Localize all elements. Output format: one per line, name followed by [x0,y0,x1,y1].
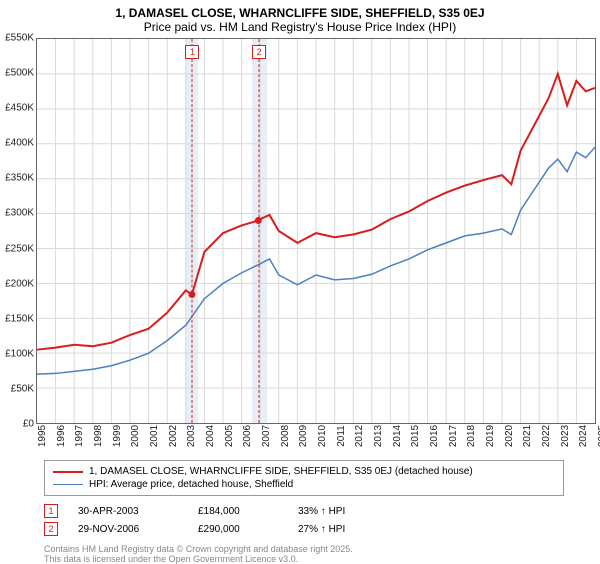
sales-list: 1 30-APR-2003 £184,000 33% ↑ HPI 2 29-NO… [44,502,600,538]
sale-marker-line [192,39,193,423]
sale-price: £290,000 [198,524,278,535]
x-tick-label: 2018 [466,425,477,447]
y-tick-label: £100K [0,348,34,359]
x-tick-label: 1996 [56,425,67,447]
y-axis: £0£50K£100K£150K£200K£250K£300K£350K£400… [0,38,36,424]
chart-subtitle: Price paid vs. HM Land Registry's House … [0,20,600,38]
sale-delta: 27% ↑ HPI [298,524,345,535]
x-tick-label: 2002 [168,425,179,447]
x-tick-label: 2003 [186,425,197,447]
x-tick-label: 2011 [336,425,347,447]
x-tick-label: 2013 [373,425,384,447]
sale-date: 30-APR-2003 [78,506,178,517]
legend-label: 1, DAMASEL CLOSE, WHARNCLIFFE SIDE, SHEF… [89,466,473,477]
sale-row: 1 30-APR-2003 £184,000 33% ↑ HPI [44,502,600,520]
y-tick-label: £500K [0,68,34,79]
x-tick-label: 2012 [354,425,365,447]
sale-date: 29-NOV-2006 [78,524,178,535]
sale-price: £184,000 [198,506,278,517]
x-tick-label: 2010 [317,425,328,447]
x-tick-label: 2022 [541,425,552,447]
x-tick-label: 2004 [205,425,216,447]
footer-line: This data is licensed under the Open Gov… [44,554,600,564]
sale-delta: 33% ↑ HPI [298,506,345,517]
x-tick-label: 2001 [149,425,160,447]
x-tick-label: 2014 [392,425,403,447]
sale-marker-box: 2 [252,45,266,59]
x-tick-label: 2021 [522,425,533,447]
sale-number-box: 2 [44,522,58,536]
x-tick-label: 2000 [130,425,141,447]
y-tick-label: £200K [0,278,34,289]
y-tick-label: £400K [0,138,34,149]
x-tick-label: 2016 [429,425,440,447]
plot-area: 1995199619971998199920002001200220032004… [36,38,596,424]
footer-line: Contains HM Land Registry data © Crown c… [44,544,600,554]
legend-swatch-icon [53,484,83,485]
chart-svg [37,39,595,423]
x-tick-label: 2005 [224,425,235,447]
chart-title: 1, DAMASEL CLOSE, WHARNCLIFFE SIDE, SHEF… [0,0,600,20]
x-tick-label: 1997 [74,425,85,447]
y-tick-label: £150K [0,313,34,324]
legend-item-hpi: HPI: Average price, detached house, Shef… [53,478,555,491]
x-tick-label: 2024 [578,425,589,447]
x-tick-label: 2015 [410,425,421,447]
sale-number-box: 1 [44,504,58,518]
sale-row: 2 29-NOV-2006 £290,000 27% ↑ HPI [44,520,600,538]
legend: 1, DAMASEL CLOSE, WHARNCLIFFE SIDE, SHEF… [44,460,564,496]
y-tick-label: £250K [0,243,34,254]
y-tick-label: £350K [0,173,34,184]
x-tick-label: 2008 [280,425,291,447]
x-tick-label: 1995 [37,425,48,447]
y-tick-label: £550K [0,33,34,44]
y-tick-label: £50K [0,383,34,394]
x-tick-label: 2019 [485,425,496,447]
x-tick-label: 2023 [560,425,571,447]
x-tick-label: 2006 [242,425,253,447]
sale-marker-box: 1 [185,45,199,59]
y-tick-label: £450K [0,103,34,114]
sale-marker-line [259,39,260,423]
x-tick-label: 2007 [261,425,272,447]
x-tick-label: 1999 [112,425,123,447]
chart-container: 1, DAMASEL CLOSE, WHARNCLIFFE SIDE, SHEF… [0,0,600,560]
y-tick-label: £300K [0,208,34,219]
legend-swatch-icon [53,471,83,473]
legend-item-price-paid: 1, DAMASEL CLOSE, WHARNCLIFFE SIDE, SHEF… [53,465,555,478]
footer-attribution: Contains HM Land Registry data © Crown c… [44,544,600,564]
y-tick-label: £0 [0,419,34,430]
x-tick-label: 2017 [448,425,459,447]
legend-label: HPI: Average price, detached house, Shef… [89,479,293,490]
x-tick-label: 1998 [93,425,104,447]
x-tick-label: 2009 [298,425,309,447]
x-tick-label: 2020 [504,425,515,447]
